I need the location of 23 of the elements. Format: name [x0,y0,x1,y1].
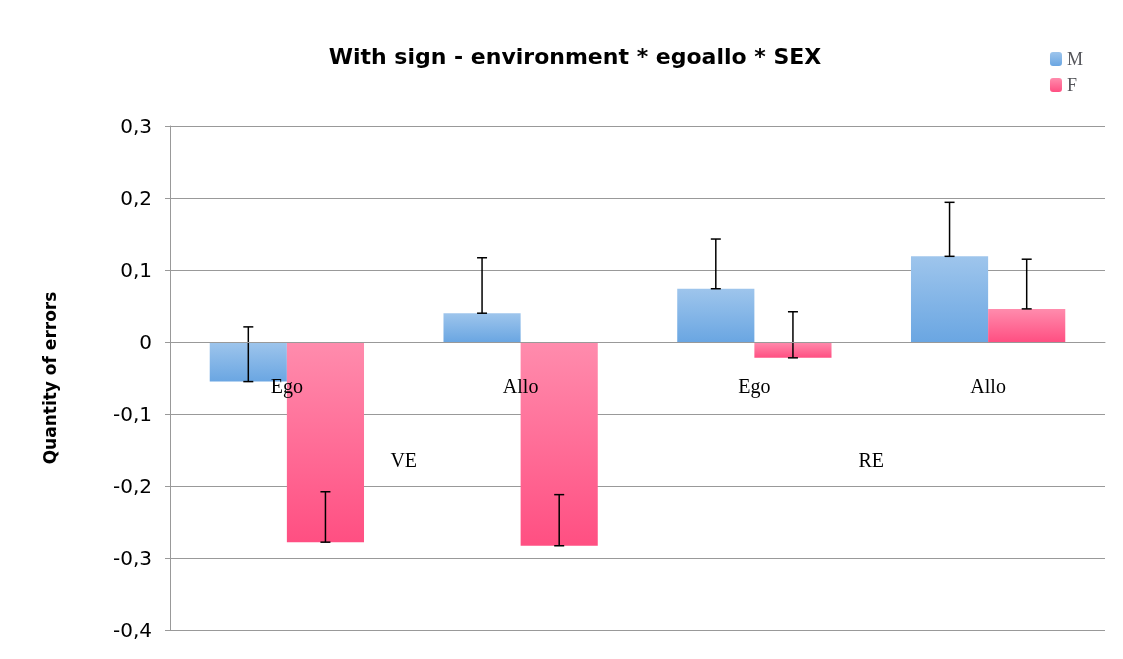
bar [910,256,989,342]
y-tick-label: -0,4 [112,618,152,642]
y-tick-label: -0,2 [112,474,152,498]
bar [988,308,1066,342]
annotation: RE [858,449,885,471]
x-tick-label: Ego [270,375,303,398]
bar [677,288,755,342]
legend-label: M [1067,49,1084,69]
x-tick-label: Allo [970,375,1006,397]
y-tick-label: 0 [139,330,152,354]
x-tick-label: Ego [738,375,771,398]
y-tick-label: -0,3 [112,546,152,570]
x-tick-label: Allo [502,375,539,397]
y-tick-label: -0,1 [112,402,152,426]
chart-title: With sign - environment * egoallo * SEX [328,43,822,69]
bar [443,313,521,342]
y-tick-label: 0,3 [120,114,152,138]
y-tick-label: 0,1 [120,258,152,282]
annotation: VE [390,449,418,471]
bar [754,342,832,358]
y-axis-title: Quantity of errors [39,291,60,465]
y-tick-label: 0,2 [120,186,152,210]
legend-label: F [1067,75,1078,95]
